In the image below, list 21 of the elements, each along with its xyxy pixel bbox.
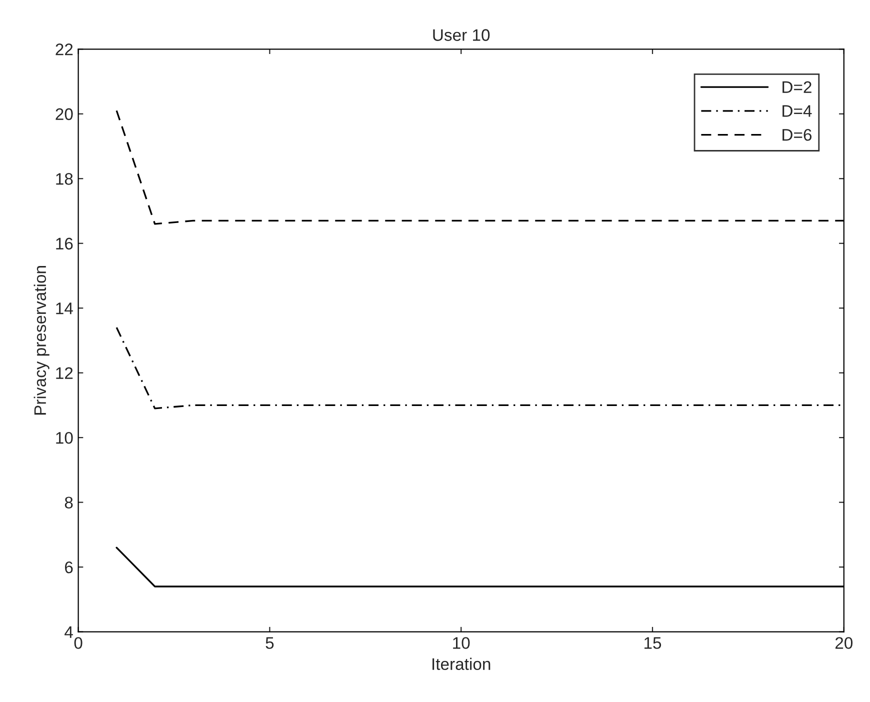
y-tick-label: 20 — [56, 108, 73, 120]
x-tick-label: 20 — [835, 637, 853, 649]
y-tick-label: 12 — [56, 367, 73, 379]
legend-label: D=2 — [782, 81, 812, 93]
chart-title: User 10 — [433, 29, 490, 41]
legend-label: D=6 — [782, 128, 812, 141]
y-axis-title: Privacy preservation — [34, 266, 50, 415]
x-tick-label: 0 — [74, 637, 82, 649]
x-axis-title: Iteration — [432, 658, 490, 670]
y-tick-label: 18 — [56, 173, 73, 185]
y-tick-label: 16 — [56, 238, 73, 250]
y-tick-label: 10 — [56, 432, 73, 444]
legend-label: D=4 — [782, 105, 812, 117]
x-tick-label: 15 — [644, 637, 662, 649]
y-tick-label: 22 — [56, 44, 73, 56]
y-tick-label: 4 — [64, 626, 73, 638]
x-tick-label: 5 — [266, 637, 274, 649]
y-tick-label: 8 — [64, 496, 73, 509]
y-tick-label: 6 — [65, 561, 73, 574]
x-tick-label: 10 — [453, 637, 470, 649]
y-tick-label: 14 — [56, 302, 73, 314]
